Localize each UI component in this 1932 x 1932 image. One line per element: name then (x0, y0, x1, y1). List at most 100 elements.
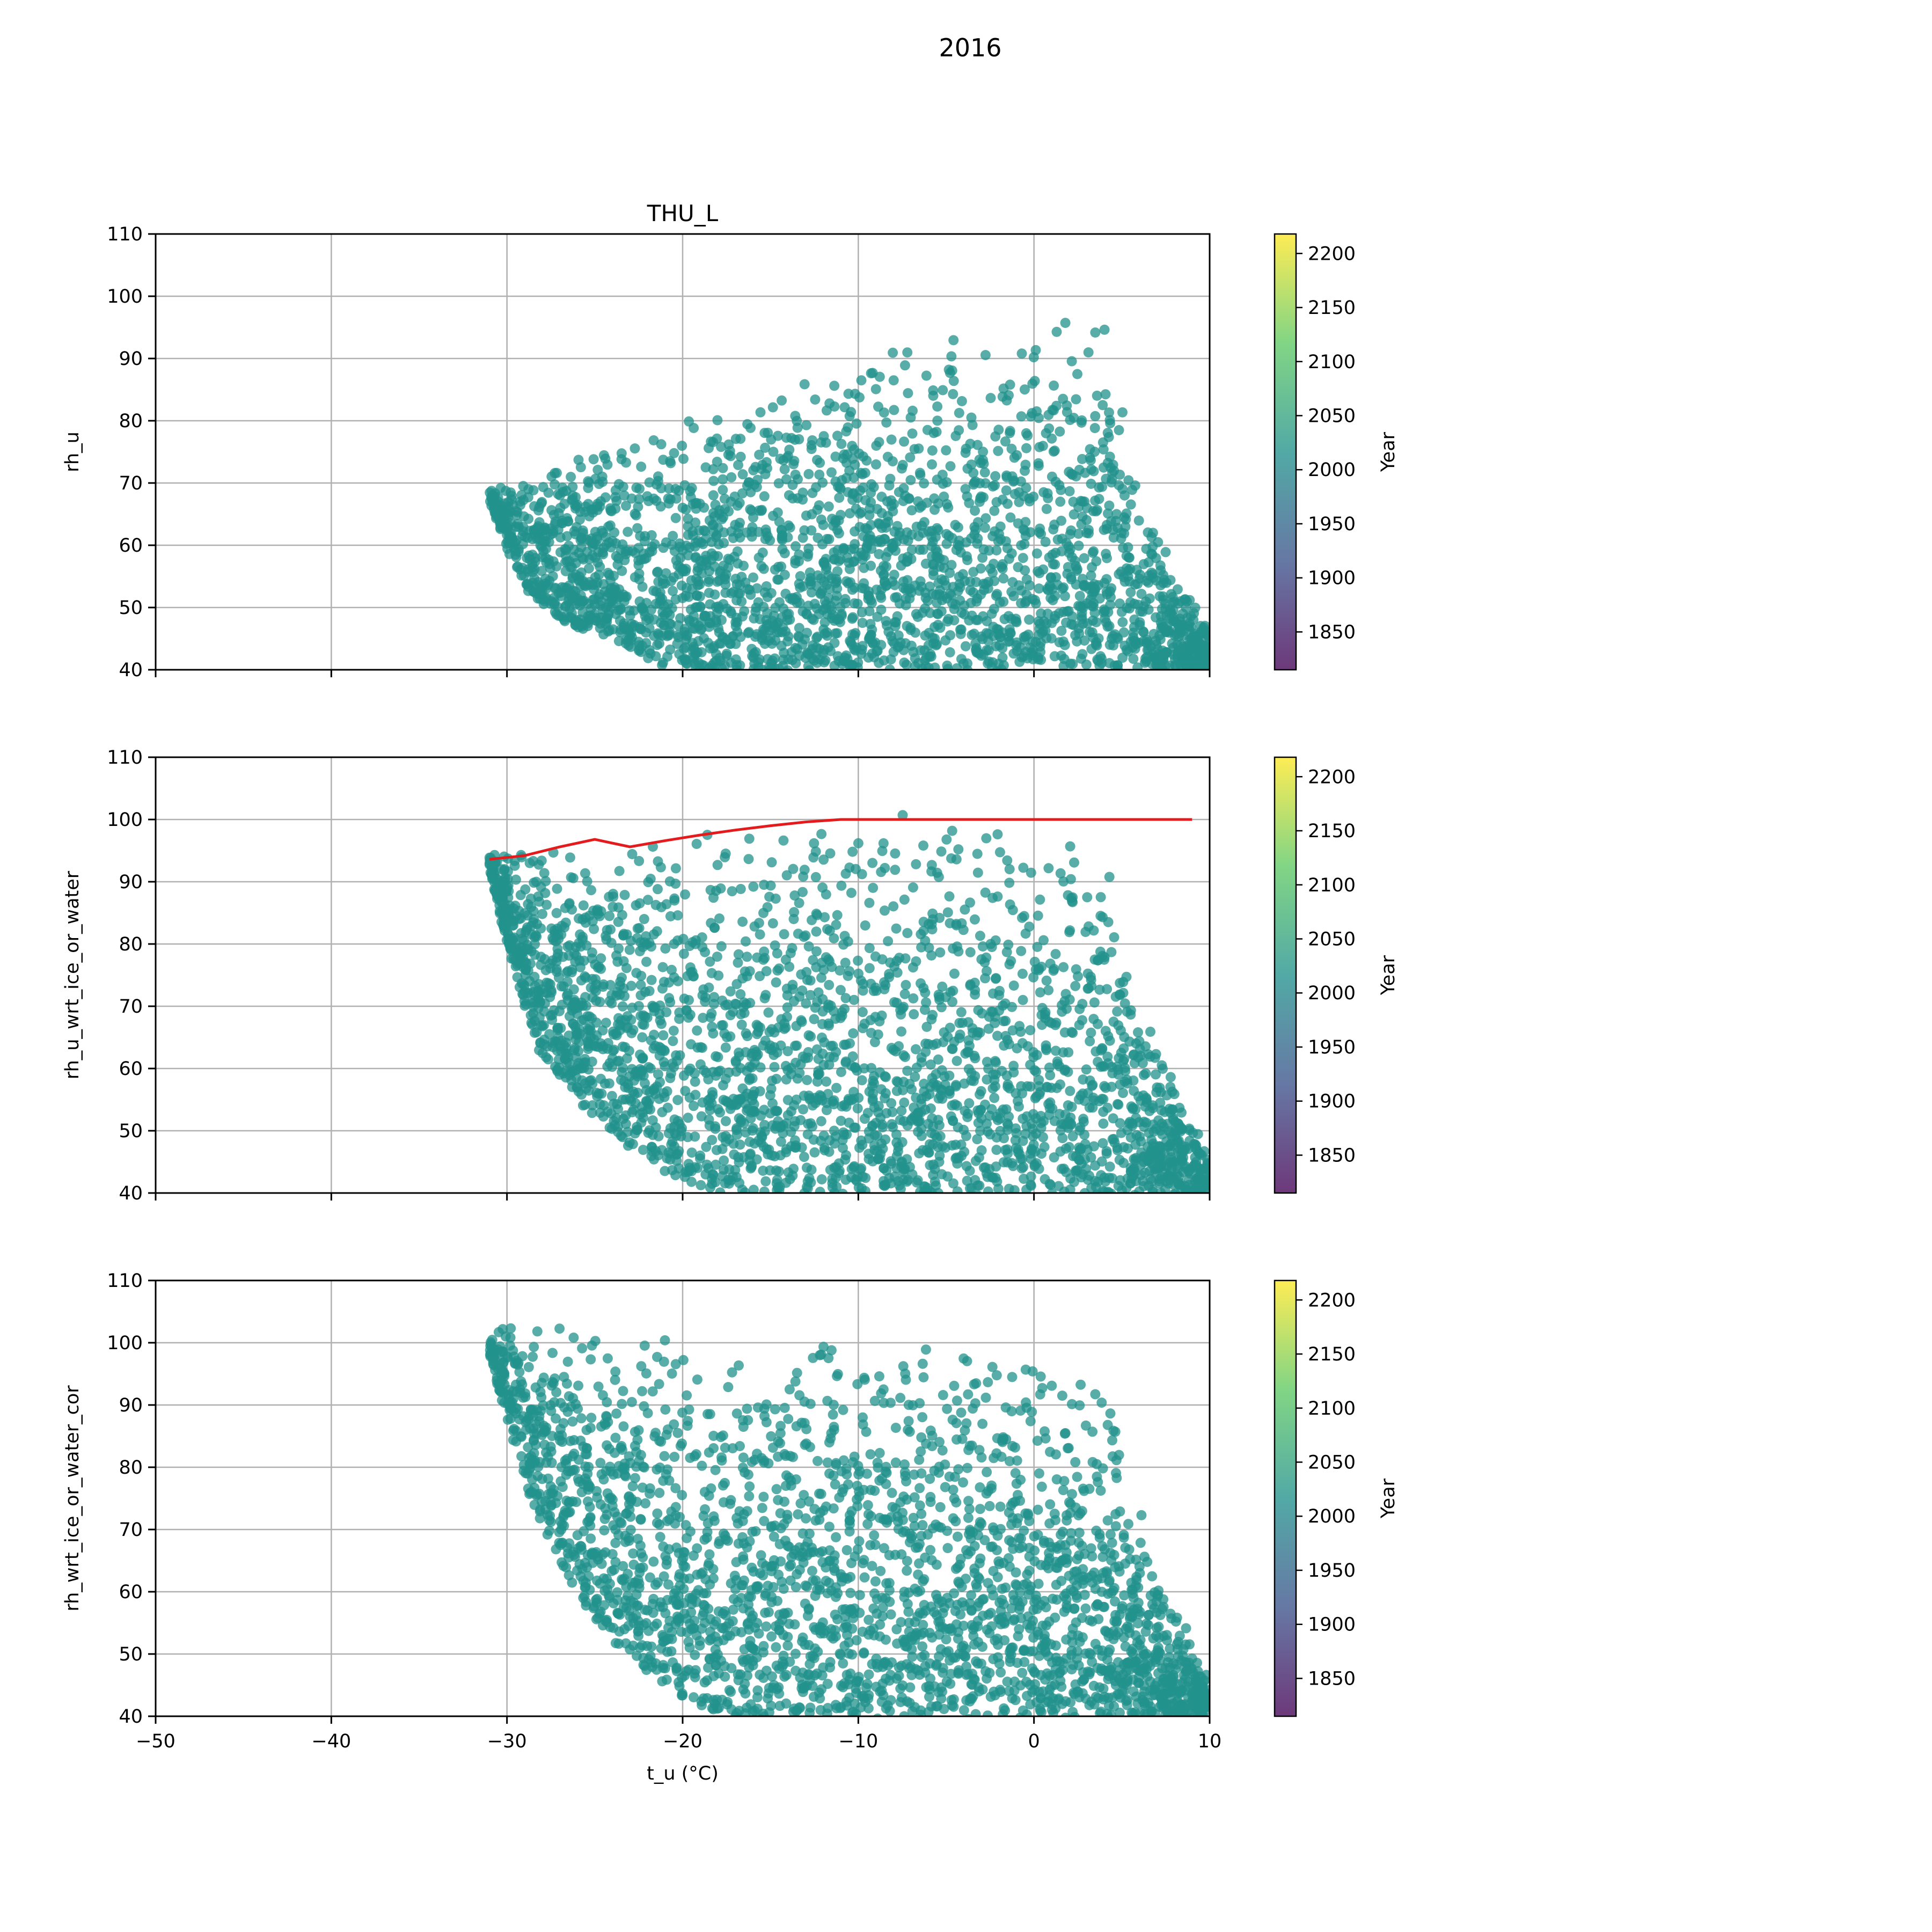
data-point (770, 940, 780, 951)
data-point (707, 519, 718, 530)
data-point (827, 1174, 838, 1184)
data-point (1097, 400, 1108, 411)
data-point (1099, 1187, 1110, 1193)
data-point (1125, 499, 1136, 510)
data-point (884, 480, 895, 491)
data-point (834, 493, 845, 503)
data-point (556, 981, 567, 992)
data-point (1102, 1102, 1113, 1113)
data-point (819, 912, 830, 923)
data-point (881, 1108, 892, 1118)
data-point (782, 1110, 793, 1121)
data-point (799, 1152, 809, 1162)
data-point (1098, 1118, 1109, 1129)
data-point (952, 1056, 962, 1066)
data-point (624, 630, 635, 641)
data-point (778, 661, 788, 670)
data-point (1082, 1088, 1093, 1099)
data-point (780, 1022, 791, 1033)
data-point (963, 1035, 974, 1046)
data-point (1117, 1185, 1128, 1193)
data-point (815, 457, 825, 468)
data-point (829, 401, 840, 412)
data-point (1076, 519, 1087, 530)
data-point (657, 579, 668, 589)
data-point (997, 643, 1008, 654)
data-point (1001, 947, 1012, 957)
data-point (553, 972, 564, 983)
data-point (1054, 1109, 1065, 1119)
data-point (880, 534, 890, 545)
data-point (1086, 479, 1096, 489)
data-point (731, 664, 742, 670)
data-point (1036, 608, 1046, 619)
data-point (1119, 1031, 1130, 1042)
data-point (759, 1186, 770, 1193)
data-point (832, 583, 843, 594)
data-point (865, 503, 875, 514)
data-point (810, 872, 821, 882)
data-point (1195, 1148, 1205, 1159)
data-point (1123, 542, 1133, 553)
y-tick-label: 50 (119, 597, 143, 619)
data-point (840, 598, 851, 609)
data-point (633, 555, 644, 566)
data-point (970, 506, 980, 516)
data-point (886, 501, 897, 511)
data-point (654, 638, 664, 649)
data-point (970, 524, 981, 535)
data-point (660, 1166, 670, 1176)
data-point (936, 846, 947, 857)
data-point (715, 1187, 726, 1193)
data-point (777, 544, 788, 554)
data-point (945, 368, 955, 378)
data-point (631, 510, 641, 521)
data-point (807, 653, 818, 664)
data-point (1155, 1188, 1166, 1193)
data-point (1026, 1144, 1037, 1154)
data-point (1104, 415, 1115, 426)
data-point (997, 652, 1008, 663)
subplot-title: THU_L (647, 200, 719, 226)
data-point (807, 1121, 817, 1132)
data-point (718, 463, 728, 473)
data-point (544, 537, 554, 547)
data-point (669, 895, 680, 906)
data-point (800, 930, 811, 941)
data-point (1151, 1069, 1161, 1080)
data-point (571, 522, 582, 532)
data-point (606, 938, 617, 948)
data-point (1030, 345, 1041, 355)
data-point (712, 415, 723, 426)
data-point (742, 584, 753, 595)
data-point (735, 451, 746, 462)
x-axis (155, 670, 1211, 677)
data-point (801, 967, 812, 977)
data-point (680, 1086, 691, 1096)
data-point (561, 1048, 572, 1059)
data-point (838, 545, 848, 555)
data-point (684, 416, 694, 427)
data-point (526, 921, 537, 932)
data-point (576, 1089, 587, 1100)
data-point (1043, 985, 1054, 996)
data-point (1149, 652, 1160, 663)
data-point (880, 862, 890, 873)
data-point (1090, 495, 1101, 506)
data-point (583, 563, 594, 574)
data-point (1002, 1119, 1013, 1130)
data-point (890, 848, 901, 859)
data-point (669, 939, 679, 949)
data-point (511, 535, 522, 546)
data-point (1011, 616, 1021, 627)
data-point (644, 623, 655, 634)
data-point (833, 656, 844, 667)
data-point (773, 561, 784, 572)
data-point (681, 658, 692, 669)
data-point (656, 1019, 667, 1029)
data-point (919, 517, 930, 528)
data-point (860, 920, 870, 931)
data-point (902, 347, 913, 358)
data-point (1094, 661, 1105, 670)
data-point (850, 526, 860, 537)
